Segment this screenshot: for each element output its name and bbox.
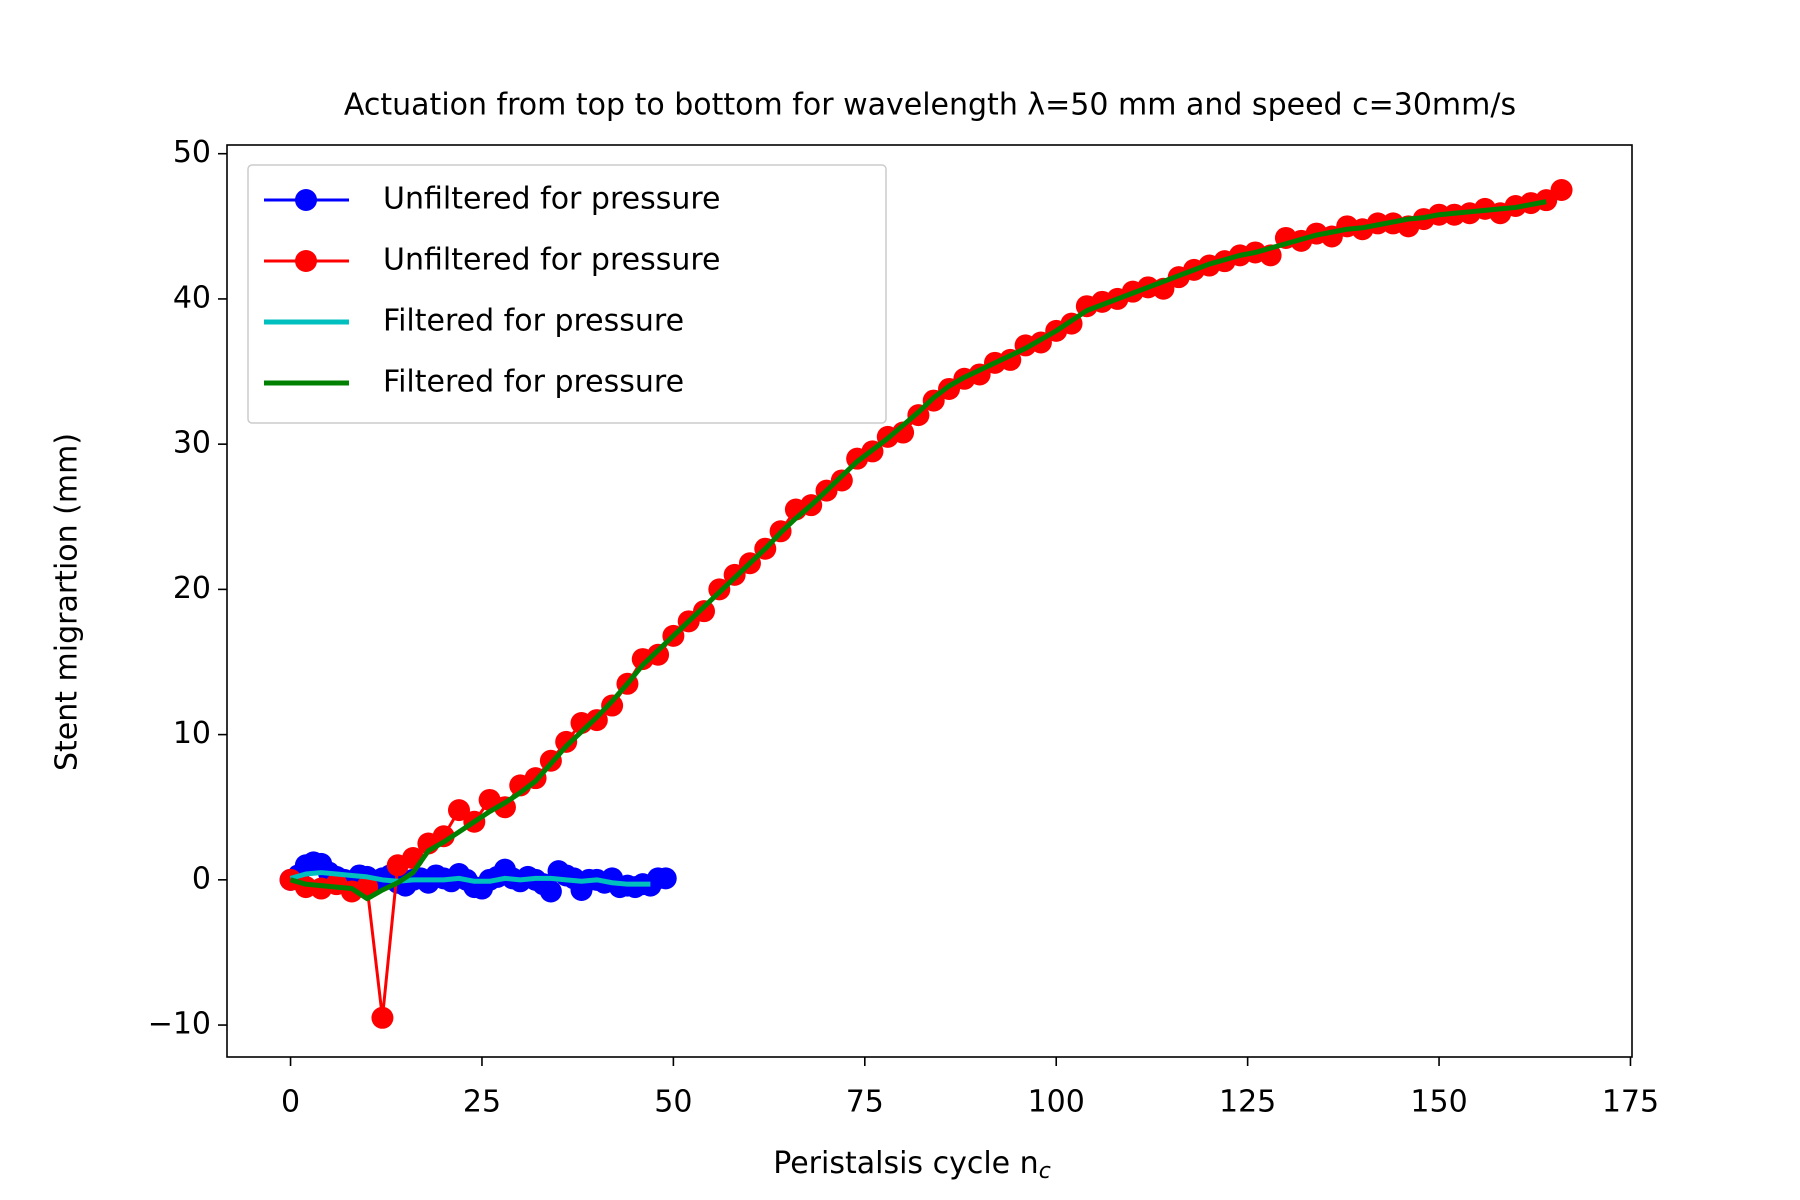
x-tick-label: 75 <box>846 1085 884 1120</box>
legend-box <box>247 164 887 424</box>
x-axis-label-text: Peristalsis cycle n <box>773 1146 1038 1181</box>
x-tick-label: 125 <box>1219 1085 1276 1120</box>
plot-area <box>279 179 1573 1029</box>
x-tick-label: 25 <box>463 1085 501 1120</box>
legend-marker <box>295 250 317 272</box>
x-tick-label: 150 <box>1410 1085 1467 1120</box>
legend-label: Filtered for pressure <box>383 365 684 400</box>
y-tick-label: 10 <box>173 716 211 751</box>
y-axis-label: Stent migrartion (mm) <box>50 433 85 771</box>
data-point <box>830 469 853 492</box>
y-tick-label: 30 <box>173 426 211 461</box>
data-point <box>555 730 578 753</box>
data-point <box>432 825 455 848</box>
x-axis-label: Peristalsis cycle nc <box>773 1146 1051 1185</box>
legend-label: Unfiltered for pressure <box>383 182 721 217</box>
series-line <box>289 199 1547 902</box>
y-tick-label: 0 <box>192 861 211 896</box>
data-point <box>1550 179 1573 202</box>
x-axis-label-subscript: c <box>1039 1159 1051 1184</box>
data-point <box>654 867 677 890</box>
data-point <box>447 799 470 822</box>
y-tick-label: 40 <box>173 280 211 315</box>
y-tick-label: 20 <box>173 571 211 606</box>
data-point <box>647 643 670 666</box>
x-tick-label: 100 <box>1028 1085 1085 1120</box>
series-line <box>289 870 651 887</box>
y-tick-label: −10 <box>148 1007 211 1042</box>
data-point <box>693 600 716 623</box>
x-tick-label: 175 <box>1602 1085 1659 1120</box>
chart-title: Actuation from top to bottom for wavelen… <box>344 88 1516 123</box>
axes-frame <box>226 144 1633 1058</box>
x-tick-label: 50 <box>654 1085 692 1120</box>
data-point <box>371 1006 394 1029</box>
y-tick-label: 50 <box>173 135 211 170</box>
legend-label: Filtered for pressure <box>383 304 684 339</box>
data-point <box>539 880 562 903</box>
legend-label: Unfiltered for pressure <box>383 243 721 278</box>
data-point <box>601 694 624 717</box>
legend-marker <box>295 189 317 211</box>
x-tick-label: 0 <box>281 1085 300 1120</box>
